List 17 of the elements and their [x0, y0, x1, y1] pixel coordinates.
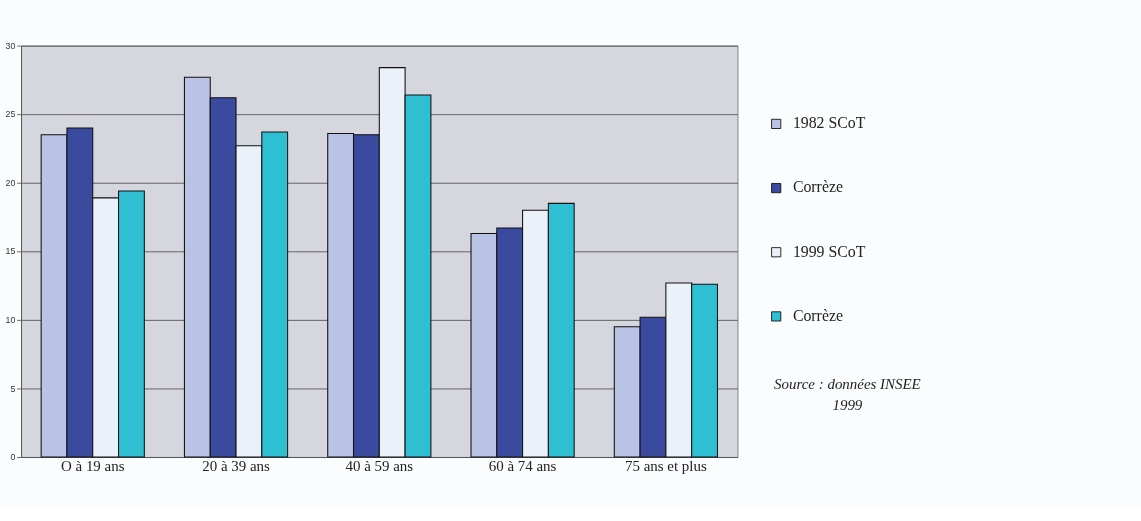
- x-tick-label: 60 à 74 ans: [488, 457, 557, 474]
- legend-label: 1982 SCoT: [792, 114, 866, 132]
- source-note: Source : données INSEE 1999: [774, 376, 921, 414]
- y-tick-label: 5: [10, 383, 16, 394]
- x-tick-label: 40 à 59 ans: [345, 457, 414, 474]
- y-tick-label: 25: [5, 109, 16, 120]
- y-tick-label: 10: [5, 315, 16, 326]
- x-tick-label: O à 19 ans: [61, 457, 125, 474]
- y-tick-label: 30: [5, 40, 16, 51]
- legend-label: 1999 SCoT: [792, 242, 866, 260]
- legend-label: Corrèze: [792, 178, 843, 196]
- x-tick-label: 20 à 39 ans: [202, 457, 271, 474]
- y-tick-label: 0: [10, 452, 16, 463]
- legend-label: Corrèze: [792, 306, 843, 324]
- x-tick-label: 75 ans et plus: [625, 457, 707, 474]
- y-tick-label: 20: [5, 177, 16, 188]
- y-tick-label: 15: [5, 246, 16, 257]
